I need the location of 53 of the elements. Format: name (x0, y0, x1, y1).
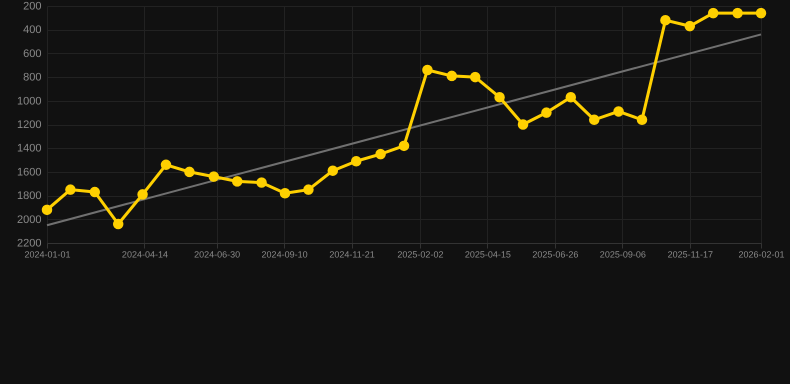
y-tick-label: 1400 (17, 142, 42, 155)
point (280, 188, 290, 198)
point (65, 184, 76, 195)
y-tick-label: 800 (23, 72, 42, 84)
point (732, 8, 743, 18)
point (588, 114, 600, 125)
y-tick-label: 1600 (17, 166, 42, 178)
x-tick-label: 2025-02-02 (397, 250, 444, 260)
point (756, 8, 766, 18)
x-tick-label: 2026-02-01 (738, 250, 785, 260)
point (303, 184, 314, 195)
point (90, 186, 100, 198)
point (708, 8, 718, 18)
y-tick-label: 200 (23, 0, 42, 12)
x-tick-label: 2025-04-15 (464, 250, 511, 260)
point (613, 106, 624, 117)
point (470, 72, 480, 82)
x-tick-label: 2025-06-26 (532, 250, 578, 260)
x-tick-label: 2025-09-06 (600, 250, 646, 260)
y-tick-label: 2200 (17, 238, 42, 250)
point (636, 114, 648, 125)
point (660, 14, 671, 26)
point (208, 171, 220, 182)
x-tick-label: 2025-11-17 (668, 250, 713, 260)
point (518, 119, 528, 130)
x-tick-label: 2024-11-21 (329, 250, 375, 260)
x-tick-label: 2024-06-30 (194, 250, 240, 260)
point (422, 64, 433, 76)
point (494, 92, 505, 102)
point (398, 140, 410, 152)
point (375, 148, 386, 160)
point (328, 165, 338, 176)
point (541, 107, 552, 118)
y-tick-label: 2000 (17, 214, 42, 226)
x-tick-label: 2024-09-10 (262, 250, 308, 260)
point (112, 218, 124, 230)
point (137, 189, 148, 200)
point (350, 156, 362, 166)
x-tick-label: 2024-01-01 (24, 250, 71, 260)
point (232, 176, 242, 187)
point (42, 204, 52, 216)
point (684, 20, 696, 32)
y-tick-label: 600 (23, 48, 42, 60)
y-tick-label: 1200 (17, 119, 42, 131)
y-tick-label: 400 (23, 24, 42, 36)
x-tick-label: 2024-04-14 (122, 250, 168, 260)
y-tick-label: 1000 (17, 95, 42, 108)
point (446, 70, 458, 82)
y-tick-label: 1800 (17, 190, 42, 202)
point (160, 160, 172, 170)
point (184, 166, 195, 178)
point (256, 177, 267, 188)
point (566, 92, 576, 102)
